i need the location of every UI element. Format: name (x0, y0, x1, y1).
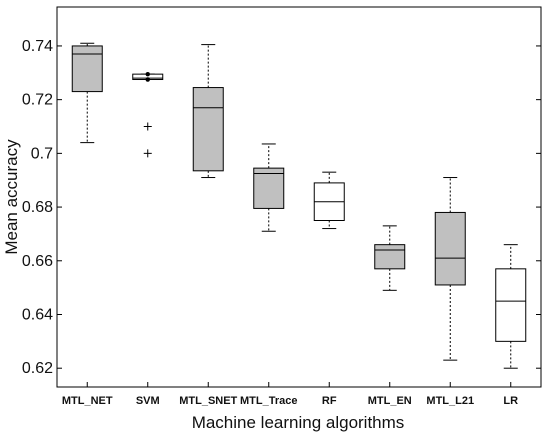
box-rf (313, 171, 345, 230)
box-mtl-snet (192, 44, 224, 179)
y-tick-label: 0.68 (22, 199, 53, 216)
y-tick-label: 0.72 (22, 92, 53, 109)
x-tick-label: MTL_SNET (179, 395, 237, 407)
y-tick-label: 0.64 (22, 306, 53, 323)
iqr-box (374, 244, 406, 270)
box-svm (132, 73, 164, 158)
y-axis: 0.62 0.64 0.66 0.68 0.7 0.72 0.74 (22, 38, 541, 377)
iqr-box (192, 87, 224, 172)
y-tick-label: 0.62 (22, 360, 53, 377)
plot-area-frame (56, 6, 542, 388)
x-tick-label: MTL_NET (62, 395, 113, 407)
x-tick-label: MTL_EN (368, 395, 412, 407)
y-tick-label: 0.66 (22, 253, 53, 270)
x-tick-label: SVM (136, 395, 160, 407)
x-axis: MTL_NET SVM MTL_SNET MTL_Trace RF MTL_EN MTL_L… (62, 382, 518, 407)
x-tick-label: MTL_Trace (240, 395, 297, 407)
iqr-box (253, 167, 285, 209)
x-tick-label: MTL_L21 (426, 395, 474, 407)
y-tick-label: 0.74 (22, 38, 53, 55)
iqr-box (495, 268, 527, 342)
svm-whisker-dot-lower (145, 77, 150, 82)
x-tick-label: LR (503, 395, 518, 407)
box-mtl-net (71, 42, 103, 144)
box-lr (495, 244, 527, 369)
iqr-box (434, 211, 466, 286)
iqr-box (71, 45, 103, 93)
x-tick-label: RF (322, 395, 337, 407)
boxes-group (71, 42, 527, 369)
box-mtl-l21 (434, 177, 466, 361)
y-axis-title: Mean accuracy (2, 139, 21, 255)
y-tick-label: 0.7 (31, 145, 53, 162)
box-mtl-en (374, 225, 406, 291)
svm-whisker-dot-upper (145, 71, 150, 77)
x-axis-title: Machine learning algorithms (192, 413, 405, 432)
box-mtl-trace (253, 143, 285, 232)
